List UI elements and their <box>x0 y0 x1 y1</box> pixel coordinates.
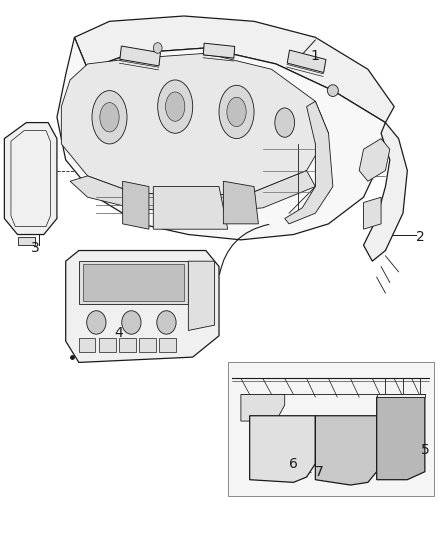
Circle shape <box>122 311 141 334</box>
Polygon shape <box>139 338 156 352</box>
Ellipse shape <box>219 85 254 139</box>
Polygon shape <box>228 362 434 496</box>
Polygon shape <box>285 101 333 224</box>
Polygon shape <box>377 397 425 480</box>
Text: 6: 6 <box>289 457 298 471</box>
Circle shape <box>157 311 176 334</box>
Polygon shape <box>364 197 381 229</box>
Ellipse shape <box>158 80 193 133</box>
Text: 5: 5 <box>420 443 429 457</box>
Polygon shape <box>57 37 385 240</box>
Polygon shape <box>99 338 116 352</box>
Polygon shape <box>79 261 188 304</box>
Polygon shape <box>4 123 57 235</box>
Ellipse shape <box>327 85 338 96</box>
Polygon shape <box>359 139 390 181</box>
Polygon shape <box>70 171 315 213</box>
Ellipse shape <box>100 102 119 132</box>
Ellipse shape <box>227 97 246 127</box>
Polygon shape <box>377 394 425 397</box>
Polygon shape <box>315 416 377 485</box>
Polygon shape <box>153 187 228 229</box>
FancyArrowPatch shape <box>219 224 269 274</box>
Text: 7: 7 <box>315 465 324 479</box>
Polygon shape <box>61 53 328 197</box>
Ellipse shape <box>92 91 127 144</box>
Polygon shape <box>66 251 219 362</box>
Polygon shape <box>83 264 184 301</box>
Circle shape <box>153 43 162 53</box>
Polygon shape <box>18 237 35 245</box>
Polygon shape <box>287 50 326 72</box>
Polygon shape <box>203 43 235 58</box>
Polygon shape <box>250 416 315 482</box>
Polygon shape <box>223 181 258 224</box>
Polygon shape <box>188 261 215 330</box>
Text: 3: 3 <box>31 241 39 255</box>
Polygon shape <box>74 16 394 123</box>
Text: 2: 2 <box>416 230 425 244</box>
Polygon shape <box>79 338 95 352</box>
Polygon shape <box>123 181 149 229</box>
Text: 1: 1 <box>311 49 320 63</box>
Polygon shape <box>241 394 285 421</box>
Text: 4: 4 <box>114 326 123 340</box>
Polygon shape <box>120 46 160 66</box>
Polygon shape <box>119 338 136 352</box>
Ellipse shape <box>166 92 185 122</box>
Ellipse shape <box>275 108 294 137</box>
Polygon shape <box>159 338 176 352</box>
Polygon shape <box>364 123 407 261</box>
Circle shape <box>87 311 106 334</box>
